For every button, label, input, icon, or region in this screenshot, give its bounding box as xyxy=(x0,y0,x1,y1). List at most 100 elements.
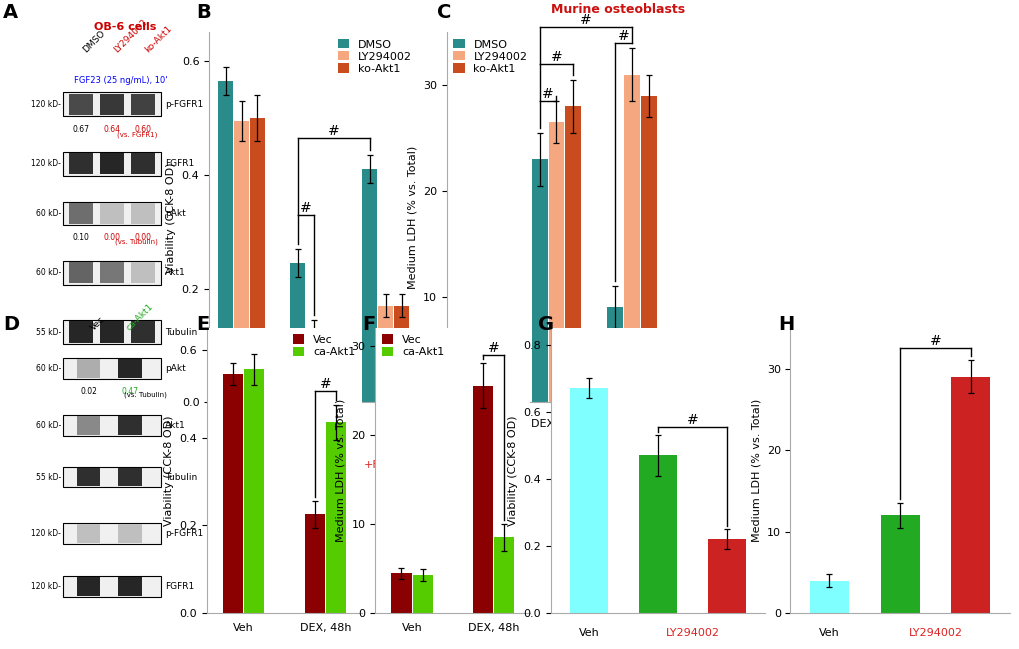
Text: Tubulin: Tubulin xyxy=(165,328,197,337)
Text: ko-Akt1: ko-Akt1 xyxy=(143,24,173,55)
Text: E: E xyxy=(196,315,209,334)
Bar xyxy=(223,374,243,613)
Text: #: # xyxy=(319,378,331,391)
Bar xyxy=(393,306,409,402)
Bar xyxy=(63,576,161,597)
Bar xyxy=(76,578,100,596)
Bar xyxy=(76,416,100,435)
Bar xyxy=(489,360,504,402)
Bar xyxy=(63,261,161,285)
Bar xyxy=(63,523,161,544)
Text: #: # xyxy=(550,50,561,64)
Text: ca-Akt1: ca-Akt1 xyxy=(124,302,155,332)
Text: OB-6 cells: OB-6 cells xyxy=(94,22,156,32)
Text: 120 kD-: 120 kD- xyxy=(32,100,61,109)
Text: pAkt: pAkt xyxy=(165,209,185,218)
Bar xyxy=(100,321,123,343)
Bar xyxy=(76,524,100,543)
Bar xyxy=(69,262,93,284)
Bar xyxy=(413,575,432,613)
Text: DEX, 48h: DEX, 48h xyxy=(287,419,339,429)
Text: 55 kD-: 55 kD- xyxy=(36,472,61,482)
Y-axis label: Viability (CCK-8 OD): Viability (CCK-8 OD) xyxy=(507,415,518,526)
Bar xyxy=(118,416,142,435)
Bar xyxy=(640,96,656,402)
Text: FGFR1: FGFR1 xyxy=(165,582,194,591)
Bar xyxy=(638,456,677,613)
Text: LY294002: LY294002 xyxy=(908,628,962,637)
Text: +FGF23: +FGF23 xyxy=(363,459,408,470)
Text: 55 kD-: 55 kD- xyxy=(36,328,61,337)
Bar xyxy=(548,122,564,402)
Bar xyxy=(250,118,265,402)
Text: H: H xyxy=(777,315,794,334)
Bar xyxy=(63,202,161,225)
Bar xyxy=(63,92,161,116)
Bar xyxy=(131,321,155,343)
Bar xyxy=(809,581,848,613)
Text: A: A xyxy=(3,3,18,22)
Bar xyxy=(879,515,919,613)
Bar xyxy=(290,263,305,402)
Text: LY294002: LY294002 xyxy=(112,18,149,55)
Bar xyxy=(391,573,411,613)
Bar xyxy=(305,515,324,613)
Bar xyxy=(69,153,93,175)
Bar xyxy=(245,369,264,613)
Y-axis label: Viability (CCK-8 OD): Viability (CCK-8 OD) xyxy=(164,415,174,526)
Text: #: # xyxy=(300,201,311,215)
Text: C: C xyxy=(436,3,450,22)
Text: #: # xyxy=(542,87,553,101)
Bar xyxy=(218,81,233,402)
Text: DEX: DEX xyxy=(374,418,397,428)
Bar xyxy=(63,415,161,435)
Text: #: # xyxy=(928,334,941,348)
Text: p-FGFR1: p-FGFR1 xyxy=(165,100,203,109)
Bar xyxy=(951,376,989,613)
Bar xyxy=(233,121,249,402)
Text: 0.10: 0.10 xyxy=(72,232,90,241)
Text: 60 kD-: 60 kD- xyxy=(36,421,61,430)
Text: 0.64: 0.64 xyxy=(104,125,120,134)
Legend: DMSO, LY294002, ko-Akt1: DMSO, LY294002, ko-Akt1 xyxy=(451,38,528,75)
Text: 0.47: 0.47 xyxy=(121,387,139,396)
Text: #: # xyxy=(618,29,629,43)
Text: 120 kD-: 120 kD- xyxy=(32,582,61,591)
Bar xyxy=(118,578,142,596)
Bar xyxy=(100,262,123,284)
Text: 0.60: 0.60 xyxy=(135,125,151,134)
Text: Veh: Veh xyxy=(578,628,598,637)
Text: Vec: Vec xyxy=(89,315,106,332)
Bar xyxy=(118,360,142,378)
Text: p-FGFR1: p-FGFR1 xyxy=(165,529,203,538)
Text: FGFR1: FGFR1 xyxy=(165,159,194,168)
Bar xyxy=(306,337,321,402)
Bar xyxy=(118,524,142,543)
Bar xyxy=(707,539,745,613)
Bar xyxy=(473,386,492,613)
Bar xyxy=(362,169,377,402)
Text: Veh: Veh xyxy=(470,419,491,429)
Text: #: # xyxy=(686,413,698,427)
Bar xyxy=(100,153,123,175)
Text: 60 kD-: 60 kD- xyxy=(36,209,61,218)
Text: 0.67: 0.67 xyxy=(72,125,90,134)
Text: (vs. FGFR1): (vs. FGFR1) xyxy=(117,131,157,138)
Text: DEX, 48h: DEX, 48h xyxy=(530,419,582,429)
Bar xyxy=(100,93,123,115)
Bar xyxy=(322,343,336,402)
Bar xyxy=(100,202,123,224)
Text: Akt1: Akt1 xyxy=(165,268,185,277)
Text: Akt1: Akt1 xyxy=(165,421,185,430)
Bar xyxy=(455,365,472,402)
Bar xyxy=(570,388,607,613)
Bar xyxy=(473,355,488,402)
Text: D: D xyxy=(3,315,19,334)
Legend: Vec, ca-Akt1: Vec, ca-Akt1 xyxy=(291,334,357,358)
Text: DEX: DEX xyxy=(620,418,643,428)
Y-axis label: Medium LDH (% vs. Total): Medium LDH (% vs. Total) xyxy=(335,399,345,542)
Text: 120 kD-: 120 kD- xyxy=(32,529,61,538)
Text: B: B xyxy=(196,3,210,22)
Bar xyxy=(63,152,161,175)
Text: #: # xyxy=(328,124,339,138)
